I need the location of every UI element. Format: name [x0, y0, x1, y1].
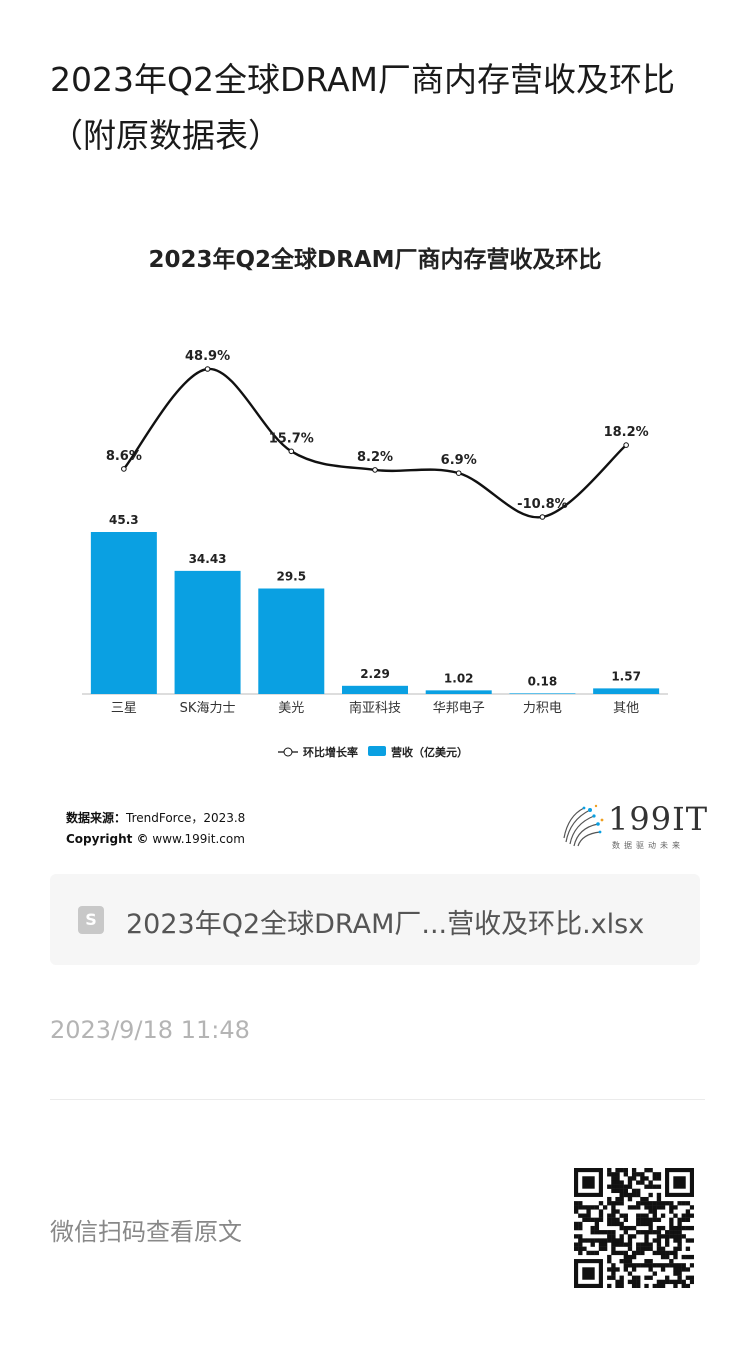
bar-label-3: 2.29	[360, 667, 390, 681]
growth-point-0	[121, 466, 127, 472]
growth-label-1: 48.9%	[185, 349, 230, 364]
qr-scan-label: 微信扫码查看原文	[50, 1218, 242, 1246]
growth-label-6: 18.2%	[604, 425, 649, 440]
attachment-file-name[interactable]: 2023年Q2全球DRAM厂...营收及环比.xlsx	[126, 909, 645, 940]
logo-subtitle: 数据驱动未来	[612, 841, 684, 850]
growth-point-4	[455, 470, 462, 476]
bar-label-4: 1.02	[444, 671, 474, 685]
bar-2	[258, 588, 325, 694]
category-label-6: 其他	[613, 701, 639, 716]
legend-bar-marker	[368, 746, 386, 756]
source-label: 数据来源：	[66, 811, 127, 825]
category-label-4: 华邦电子	[433, 701, 485, 716]
source-value: TrendForce，2023.8	[126, 811, 246, 825]
publish-timestamp: 2023/9/18 11:48	[50, 1016, 250, 1044]
legend-line-dot	[283, 747, 293, 757]
attachment-file-card[interactable]: S 2023年Q2全球DRAM厂...营收及环比.xlsx	[50, 874, 700, 965]
bar-label-2: 29.5	[276, 570, 306, 584]
bar-3	[342, 685, 408, 694]
bar-4	[425, 690, 492, 694]
category-label-3: 南亚科技	[349, 700, 401, 716]
category-label-0: 三星	[111, 701, 137, 716]
bar-6	[593, 688, 660, 694]
bar-0	[90, 532, 157, 694]
chart-image: 2023年Q2全球DRAM厂商内存营收及环比 45.3 三星 34.43 SK海力士 2…	[50, 222, 707, 862]
growth-label-2: 15.7%	[269, 431, 314, 446]
source-block: 数据来源：TrendForce，2023.8 Copyright © www.1…	[66, 808, 245, 850]
article-title: 2023年Q2全球DRAM厂商内存营收及环比（附原数据表）	[50, 60, 676, 155]
growth-point-1	[204, 366, 211, 372]
growth-label-0: 8.6%	[106, 449, 142, 464]
bar-1	[174, 570, 241, 694]
combo-chart: 45.3 三星 34.43 SK海力士 29.5 美光 2.29 南亚科技 1.02 华邦电子 0.…	[82, 349, 668, 759]
qr-code-icon[interactable]	[574, 1168, 694, 1288]
copyright-label: Copyright ©	[66, 832, 149, 846]
logo-199it: 199IT 数据驱动未来	[560, 800, 707, 850]
growth-point-3	[372, 467, 378, 473]
legend-bar-label: 营收（亿美元）	[391, 745, 468, 759]
bar-5	[509, 693, 576, 694]
logo-mark-icon	[563, 804, 604, 847]
spreadsheet-file-icon: S	[78, 906, 104, 934]
legend-line-label: 环比增长率	[303, 745, 358, 759]
bar-label-5: 0.18	[528, 674, 558, 688]
copyright-value: www.199it.com	[152, 832, 245, 846]
growth-point-5	[539, 514, 546, 520]
growth-point-2	[288, 448, 295, 455]
chart-title: 2023年Q2全球DRAM厂商内存营收及环比	[148, 247, 602, 273]
category-label-2: 美光	[278, 701, 304, 716]
category-label-5: 力积电	[523, 701, 562, 716]
growth-label-4: 6.9%	[441, 453, 477, 468]
bar-label-1: 34.43	[189, 552, 227, 566]
category-label-1: SK海力士	[180, 701, 236, 716]
bar-label-6: 1.57	[611, 669, 641, 683]
bar-label-0: 45.3	[109, 513, 139, 527]
growth-point-6	[623, 442, 629, 448]
growth-label-5: -10.8%	[517, 497, 568, 512]
growth-line	[122, 367, 627, 519]
divider	[50, 1099, 705, 1100]
logo-text: 199IT	[608, 800, 709, 838]
growth-label-3: 8.2%	[357, 450, 393, 465]
